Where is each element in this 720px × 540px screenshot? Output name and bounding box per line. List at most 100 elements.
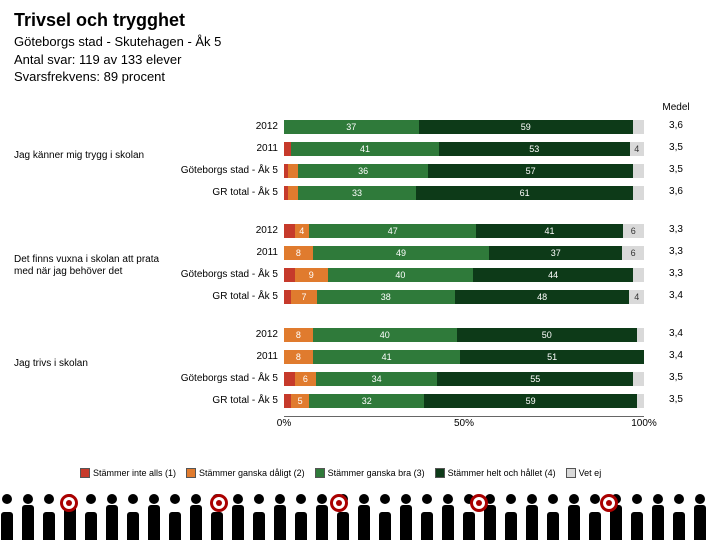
bar-segment [633,372,644,386]
target-icon [210,494,228,512]
legend-label: Vet ej [579,468,602,478]
silhouette-icon [437,494,459,540]
target-icon [330,494,348,512]
silhouette-icon [80,494,102,540]
bar-row: 3759 [284,118,644,140]
bar-segment [633,120,644,134]
survey-chart: MedelJag känner mig trygg i skolan201237… [14,106,706,436]
legend-swatch [566,468,576,478]
silhouette-icon [374,494,396,540]
row-label: Göteborgs stad - Åk 5 [164,162,284,184]
bar-segment [284,290,291,304]
legend-label: Stämmer ganska bra (3) [328,468,425,478]
medel-value: 3,6 [656,186,696,197]
legend-item: Stämmer ganska dåligt (2) [186,468,305,478]
medel-value: 3,3 [656,246,696,257]
bar-segment: 37 [284,120,419,134]
silhouette-icon [626,494,648,540]
row-label: 2011 [164,348,284,370]
silhouette-icon [0,494,18,540]
bar-segment: 4 [630,142,644,156]
chart-legend: Stämmer inte alls (1) Stämmer ganska dåli… [80,468,601,478]
legend-swatch [80,468,90,478]
bar-row: 84151 [284,348,644,370]
bar-segment [288,164,299,178]
axis-tick: 0% [277,418,291,429]
silhouette-icon [353,494,375,540]
legend-label: Stämmer helt och hållet (4) [448,468,556,478]
bar-segment [284,372,295,386]
axis-tick: 100% [631,418,657,429]
medel-value: 3,3 [656,224,696,235]
page-root: Trivsel och trygghet Göteborgs stad - Sk… [0,0,720,540]
bar-segment: 41 [313,350,461,364]
legend-item: Stämmer ganska bra (3) [315,468,425,478]
bar-segment: 4 [629,290,644,304]
bar-segment: 59 [419,120,634,134]
question-label: Jag känner mig trygg i skolan [14,150,164,162]
silhouette-icon [143,494,165,540]
bar-row: 53259 [284,392,644,414]
bar-segment: 41 [476,224,622,238]
row-label: 2012 [164,326,284,348]
bar-segment: 5 [291,394,309,408]
bar-row: 3361 [284,184,644,206]
bar-segment [288,186,299,200]
bar-segment: 6 [623,224,644,238]
bar-segment: 41 [291,142,439,156]
silhouette-icon [38,494,60,540]
bar-segment [284,268,295,282]
question-label: Jag trivs i skolan [14,358,164,370]
bar-segment: 34 [316,372,437,386]
medel-value: 3,6 [656,120,696,131]
silhouette-icon [689,494,711,540]
bar-segment: 37 [489,246,622,260]
medel-header: Medel [656,102,696,113]
row-label: Göteborgs stad - Åk 5 [164,266,284,288]
bar-segment: 40 [313,328,457,342]
medel-value: 3,5 [656,394,696,405]
medel-value: 3,4 [656,328,696,339]
bar-segment: 32 [309,394,424,408]
bar-segment: 4 [295,224,309,238]
bar-segment [633,186,644,200]
bar-row: 41534 [284,140,644,162]
bar-segment: 8 [284,246,313,260]
bar-row: 63455 [284,370,644,392]
footer-silhouette [0,484,720,540]
bar-segment: 50 [457,328,637,342]
bar-segment: 55 [437,372,633,386]
medel-value: 3,5 [656,142,696,153]
bar-segment: 9 [295,268,328,282]
silhouette-icon [17,494,39,540]
bar-segment: 49 [313,246,489,260]
silhouette-icon [164,494,186,540]
bar-row: 849376 [284,244,644,266]
x-axis: 0%50%100% [284,418,644,432]
bar-row: 447416 [284,222,644,244]
row-label: Göteborgs stad - Åk 5 [164,370,284,392]
target-icon [600,494,618,512]
silhouette-icon [395,494,417,540]
page-subtitle: Göteborgs stad - Skutehagen - Åk 5 Antal… [14,33,706,86]
silhouette-icon [269,494,291,540]
medel-value: 3,4 [656,350,696,361]
axis-tick: 50% [454,418,474,429]
row-label: 2012 [164,118,284,140]
legend-item: Stämmer inte alls (1) [80,468,176,478]
silhouette-icon [542,494,564,540]
bar-segment [284,142,291,156]
silhouette-icon [563,494,585,540]
legend-swatch [315,468,325,478]
silhouette-icon [185,494,207,540]
subtitle-line2: Antal svar: 119 av 133 elever [14,51,706,69]
row-label: GR total - Åk 5 [164,288,284,310]
bar-segment: 8 [284,328,313,342]
legend-item: Vet ej [566,468,602,478]
bar-row: 738484 [284,288,644,310]
bar-segment: 6 [295,372,316,386]
medel-value: 3,5 [656,164,696,175]
silhouette-icon [521,494,543,540]
silhouette-icon [227,494,249,540]
silhouette-icon [647,494,669,540]
